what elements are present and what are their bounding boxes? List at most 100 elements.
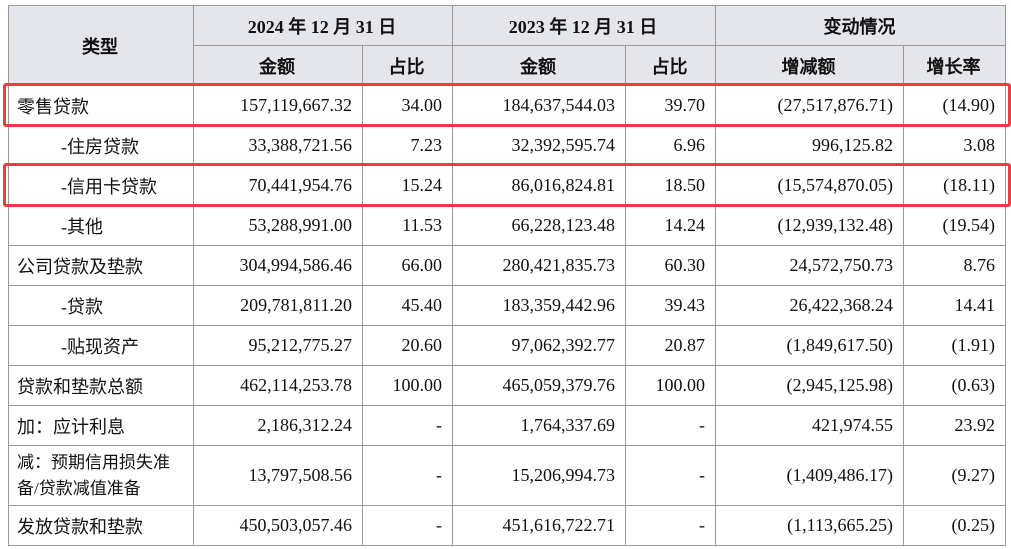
cell: 450,503,057.46	[193, 505, 363, 546]
cell: 26,422,368.24	[715, 285, 904, 326]
cell: (0.63)	[903, 365, 1006, 406]
header-cell: 占比	[625, 45, 716, 86]
cell: 34.00	[362, 85, 453, 126]
cell: (15,574,870.05)	[715, 165, 904, 206]
cell: 11.53	[362, 205, 453, 246]
table-row: 减：预期信用损失准备/贷款减值准备 13,797,508.56-15,206,99…	[8, 445, 1006, 506]
cell: 60.30	[625, 245, 716, 286]
cell: 465,059,379.76	[452, 365, 626, 406]
table-row: -信用卡贷款 70,441,954.76 15.24 86,016,824.81 18.…	[8, 165, 1006, 206]
header-cell: 占比	[362, 45, 453, 86]
cell: 462,114,253.78	[193, 365, 363, 406]
cell: -	[362, 445, 453, 506]
cell: 100.00	[362, 365, 453, 406]
cell: 15.24	[362, 165, 453, 206]
cell: (19.54)	[903, 205, 1006, 246]
cell: (18.11)	[903, 165, 1006, 206]
row-label: 公司贷款及垫款	[8, 245, 194, 286]
cell: 2,186,312.24	[193, 405, 363, 446]
cell: (9.27)	[903, 445, 1006, 506]
header-cell: 类型	[8, 5, 194, 86]
row-label: -贴现资产	[8, 325, 194, 366]
header-cell: 2024 年 12 月 31 日	[193, 5, 453, 46]
cell: 304,994,586.46	[193, 245, 363, 286]
cell: 184,637,544.03	[452, 85, 626, 126]
row-label: 减：预期信用损失准备/贷款减值准备	[8, 445, 194, 506]
cell: 32,392,595.74	[452, 125, 626, 166]
cell: (1,849,617.50)	[715, 325, 904, 366]
cell: 3.08	[903, 125, 1006, 166]
table-row: 贷款和垫款总额 462,114,253.78 100.00 465,059,379.7…	[8, 365, 1006, 406]
cell: 421,974.55	[715, 405, 904, 446]
cell: 97,062,392.77	[452, 325, 626, 366]
row-label: -贷款	[8, 285, 194, 326]
header-cell: 增长率	[903, 45, 1006, 86]
cell: -	[625, 445, 716, 506]
cell: (0.25)	[903, 505, 1006, 546]
table-row: -住房贷款 33,388,721.56 7.23 32,392,595.74 6.96 9…	[8, 125, 1006, 166]
cell: 45.40	[362, 285, 453, 326]
cell: 23.92	[903, 405, 1006, 446]
cell: 24,572,750.73	[715, 245, 904, 286]
cell: 8.76	[903, 245, 1006, 286]
table-row: 零售贷款 157,119,667.32 34.00 184,637,544.03 39.…	[8, 85, 1006, 126]
cell: -	[625, 505, 716, 546]
cell: 20.60	[362, 325, 453, 366]
header-cell: 金额	[452, 45, 626, 86]
header-cell: 2023 年 12 月 31 日	[452, 5, 716, 46]
row-label: -其他	[8, 205, 194, 246]
row-label: 贷款和垫款总额	[8, 365, 194, 406]
cell: (2,945,125.98)	[715, 365, 904, 406]
cell: 1,764,337.69	[452, 405, 626, 446]
cell: 39.43	[625, 285, 716, 326]
cell: 18.50	[625, 165, 716, 206]
cell: 66,228,123.48	[452, 205, 626, 246]
cell: 14.41	[903, 285, 1006, 326]
cell: 66.00	[362, 245, 453, 286]
cell: (1,113,665.25)	[715, 505, 904, 546]
cell: 183,359,442.96	[452, 285, 626, 326]
cell: 280,421,835.73	[452, 245, 626, 286]
cell: 39.70	[625, 85, 716, 126]
table-row: 发放贷款和垫款 450,503,057.46-451,616,722.71- (1,…	[8, 505, 1006, 546]
table-row: -其他 53,288,991.00 11.53 66,228,123.48 14.24(…	[8, 205, 1006, 246]
row-label: -住房贷款	[8, 125, 194, 166]
table-row: 公司贷款及垫款 304,994,586.46 66.00 280,421,835.73…	[8, 245, 1006, 286]
cell: 157,119,667.32	[193, 85, 363, 126]
header-cell: 金额	[193, 45, 363, 86]
cell: 86,016,824.81	[452, 165, 626, 206]
cell: 209,781,811.20	[193, 285, 363, 326]
loan-table: 类型 2024 年 12 月 31 日 2023 年 12 月 31 日 变动情…	[8, 5, 1006, 546]
table-row: 加：应计利息 2,186,312.24-1,764,337.69-421,974.…	[8, 405, 1006, 446]
cell: (1,409,486.17)	[715, 445, 904, 506]
cell: -	[362, 405, 453, 446]
header-cell: 变动情况	[715, 5, 1006, 46]
table-row: -贷款 209,781,811.20 45.40 183,359,442.96 39.4…	[8, 285, 1006, 326]
row-label: 发放贷款和垫款	[8, 505, 194, 546]
cell: 996,125.82	[715, 125, 904, 166]
header-cell: 增减额	[715, 45, 904, 86]
cell: (14.90)	[903, 85, 1006, 126]
cell: 14.24	[625, 205, 716, 246]
cell: 70,441,954.76	[193, 165, 363, 206]
cell: 95,212,775.27	[193, 325, 363, 366]
cell: 53,288,991.00	[193, 205, 363, 246]
cell: (1.91)	[903, 325, 1006, 366]
cell: 100.00	[625, 365, 716, 406]
row-label: 零售贷款	[8, 85, 194, 126]
table-row: -贴现资产 95,212,775.27 20.60 97,062,392.77 20.8…	[8, 325, 1006, 366]
cell: 13,797,508.56	[193, 445, 363, 506]
row-label: 加：应计利息	[8, 405, 194, 446]
cell: 451,616,722.71	[452, 505, 626, 546]
cell: 7.23	[362, 125, 453, 166]
cell: 6.96	[625, 125, 716, 166]
cell: -	[625, 405, 716, 446]
row-label: -信用卡贷款	[8, 165, 194, 206]
cell: (27,517,876.71)	[715, 85, 904, 126]
cell: -	[362, 505, 453, 546]
cell: (12,939,132.48)	[715, 205, 904, 246]
cell: 15,206,994.73	[452, 445, 626, 506]
cell: 20.87	[625, 325, 716, 366]
cell: 33,388,721.56	[193, 125, 363, 166]
